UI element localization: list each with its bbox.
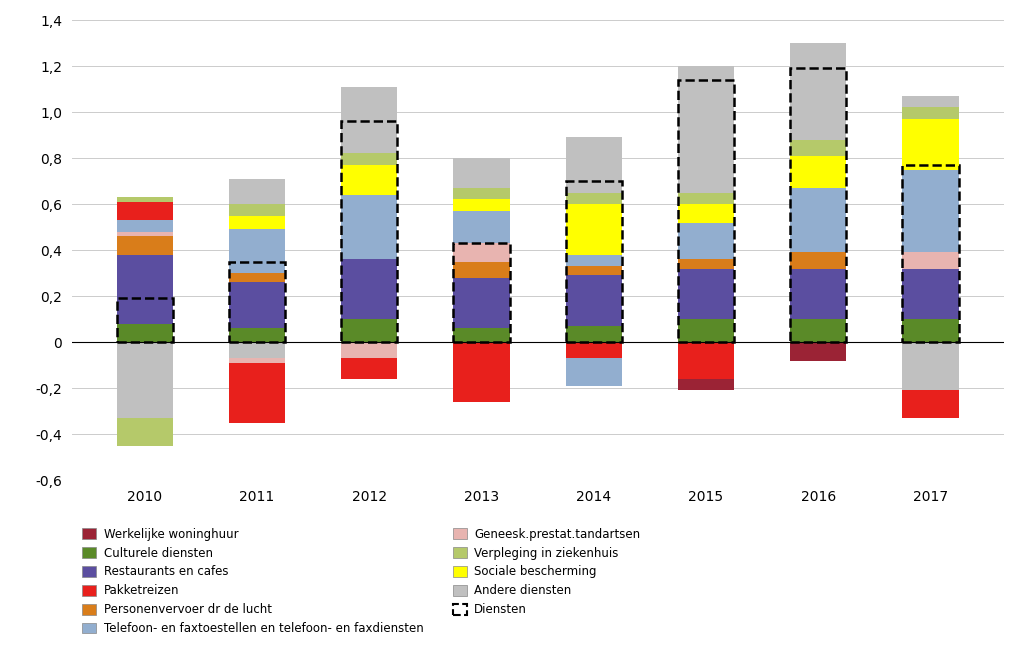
Bar xyxy=(791,319,847,342)
Bar xyxy=(454,158,510,188)
Bar xyxy=(341,195,397,259)
Bar xyxy=(117,197,173,202)
Bar xyxy=(678,319,734,342)
Bar xyxy=(791,156,847,188)
Bar xyxy=(791,188,847,252)
Bar xyxy=(341,87,397,153)
Bar xyxy=(228,358,285,363)
Bar xyxy=(228,204,285,215)
Bar xyxy=(902,96,958,107)
Bar xyxy=(565,193,622,204)
Bar xyxy=(117,231,173,236)
Bar xyxy=(791,269,847,319)
Bar xyxy=(902,119,958,169)
Bar xyxy=(902,319,958,342)
Bar xyxy=(902,252,958,269)
Bar xyxy=(341,319,397,342)
Bar xyxy=(228,282,285,328)
Bar xyxy=(228,328,285,342)
Bar xyxy=(228,229,285,273)
Bar xyxy=(902,342,958,390)
Bar xyxy=(902,107,958,119)
Bar xyxy=(454,261,510,277)
Bar xyxy=(117,255,173,323)
Bar xyxy=(902,169,958,252)
Bar xyxy=(454,199,510,211)
Bar xyxy=(678,66,734,193)
Bar xyxy=(117,418,173,446)
Bar xyxy=(565,275,622,326)
Bar xyxy=(565,342,622,358)
Bar xyxy=(791,342,847,361)
Bar xyxy=(228,179,285,204)
Bar xyxy=(565,137,622,193)
Bar xyxy=(902,269,958,319)
Bar xyxy=(565,326,622,342)
Bar xyxy=(565,255,622,266)
Bar xyxy=(117,220,173,231)
Bar xyxy=(565,204,622,255)
Bar xyxy=(117,236,173,255)
Bar xyxy=(678,379,734,390)
Bar xyxy=(341,165,397,195)
Bar xyxy=(791,252,847,269)
Bar xyxy=(454,328,510,342)
Bar xyxy=(341,358,397,379)
Bar xyxy=(902,390,958,418)
Bar xyxy=(228,273,285,282)
Bar xyxy=(228,215,285,229)
Bar xyxy=(678,342,734,379)
Bar xyxy=(228,363,285,423)
Bar xyxy=(454,188,510,199)
Bar xyxy=(678,269,734,319)
Bar xyxy=(341,342,397,358)
Bar xyxy=(454,211,510,243)
Bar xyxy=(454,342,510,402)
Bar xyxy=(117,342,173,418)
Bar xyxy=(341,153,397,165)
Bar xyxy=(678,259,734,269)
Bar xyxy=(678,204,734,223)
Bar xyxy=(117,202,173,220)
Bar xyxy=(117,323,173,342)
Bar xyxy=(228,342,285,358)
Bar xyxy=(341,259,397,319)
Bar xyxy=(678,193,734,204)
Legend: Werkelijke woninghuur, Culturele diensten, Restaurants en cafes, Pakketreizen, P: Werkelijke woninghuur, Culturele dienste… xyxy=(78,523,645,640)
Bar xyxy=(678,223,734,259)
Bar xyxy=(454,277,510,328)
Bar xyxy=(791,139,847,156)
Bar xyxy=(565,266,622,275)
Bar xyxy=(791,43,847,139)
Bar xyxy=(454,243,510,261)
Bar xyxy=(565,358,622,386)
